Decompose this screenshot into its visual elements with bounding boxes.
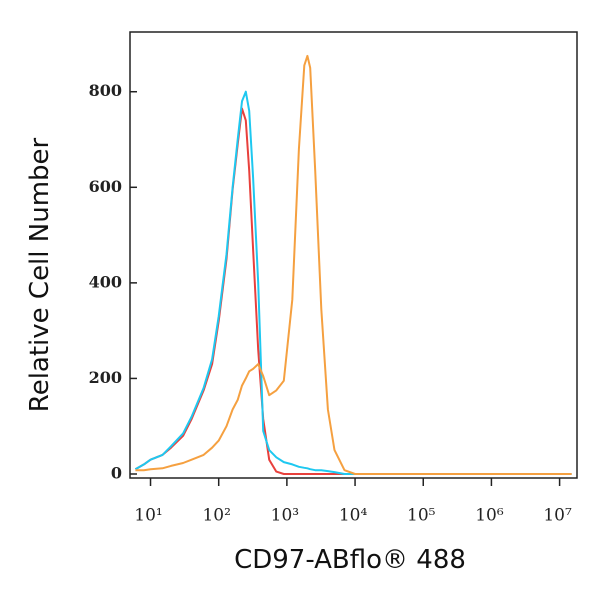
x-tick-label: 10⁶ [475,506,504,526]
series-line [134,107,572,475]
x-axis-label: CD97-ABflo® 488 [234,545,466,575]
x-tick-label: 10³ [271,506,299,526]
series-line [134,90,572,475]
y-axis-label: Relative Cell Number [25,137,55,412]
series-line [135,54,572,475]
y-tick-label: 0 [111,464,122,483]
x-tick-label: 10¹ [134,506,162,526]
y-tick-label: 200 [89,368,122,387]
y-tick-label: 400 [89,272,122,291]
x-tick-label: 10² [202,506,230,526]
x-tick-label: 10⁷ [543,506,572,526]
plot-frame [129,31,578,479]
y-tick-label: 600 [89,177,122,196]
x-tick-label: 10⁴ [339,506,368,526]
x-tick-label: 10⁵ [407,506,436,526]
y-tick-label: 800 [89,81,122,100]
